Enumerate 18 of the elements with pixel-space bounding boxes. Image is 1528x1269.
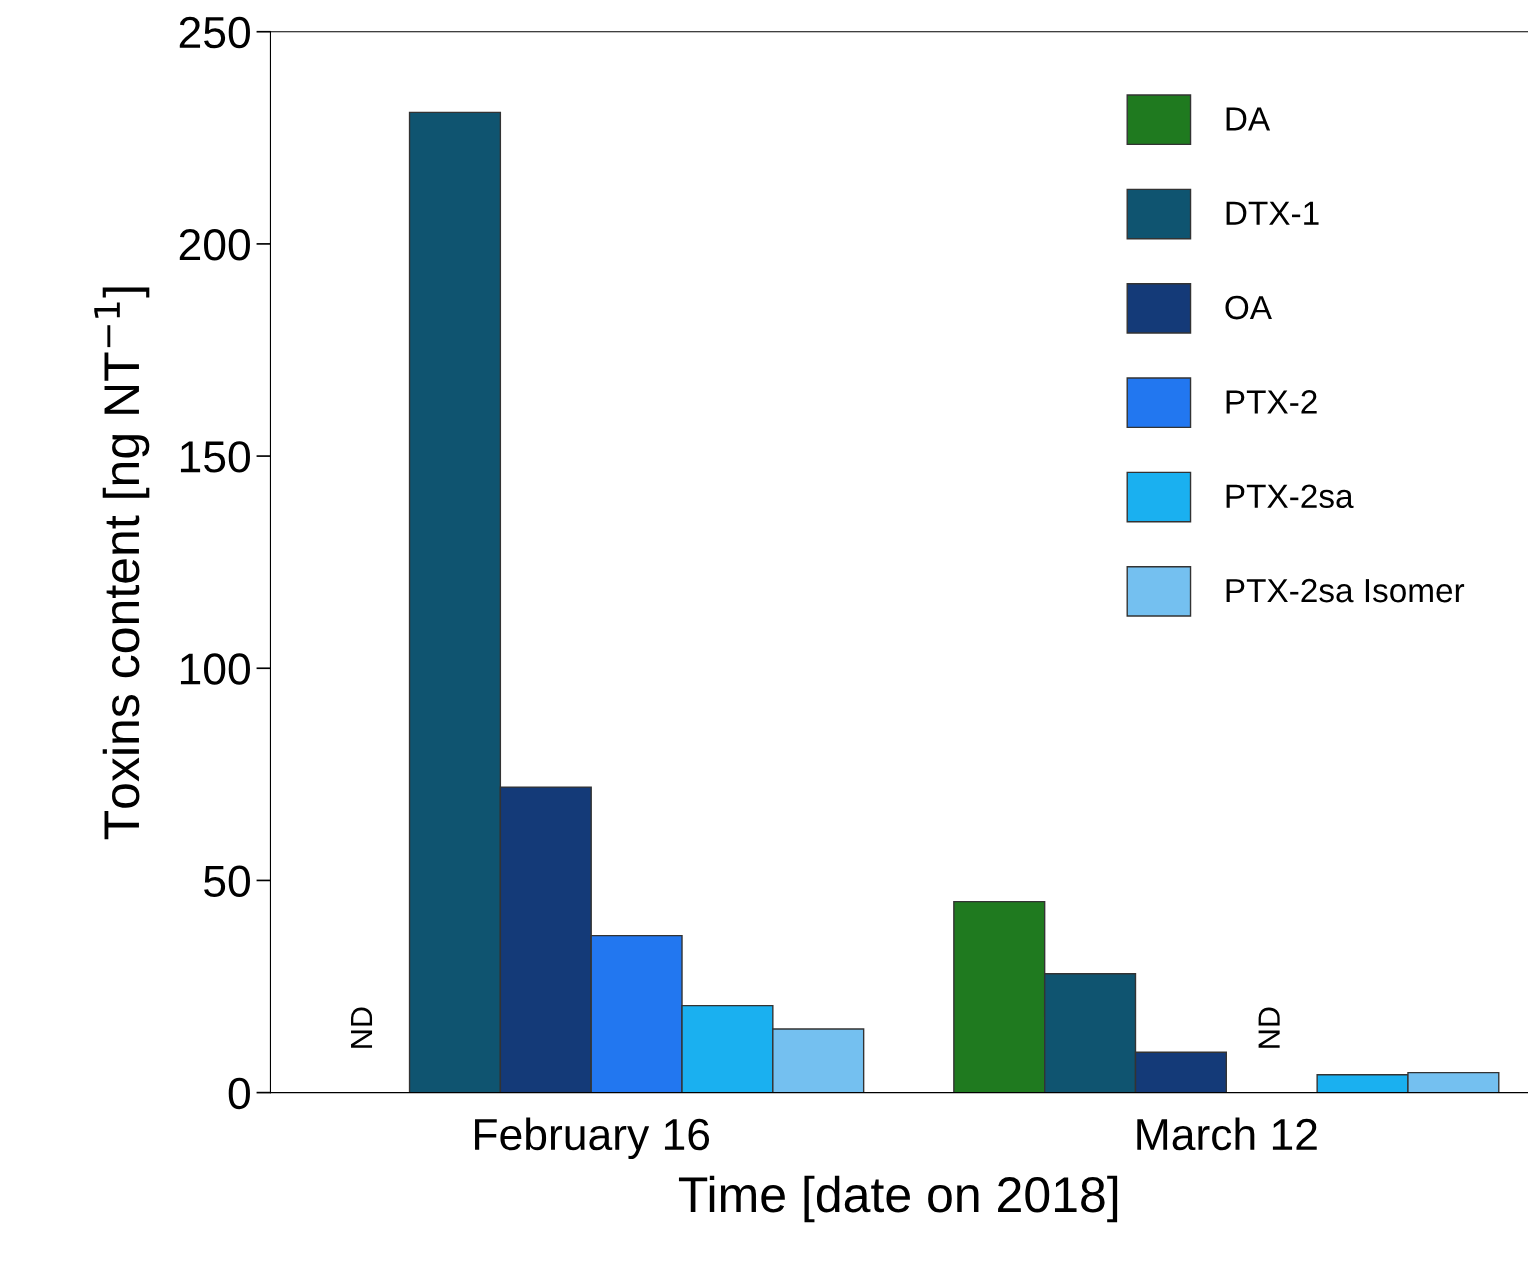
y-tick-label: 200 bbox=[179, 228, 250, 261]
y-tick-label: 100 bbox=[180, 653, 250, 685]
annotation: ND bbox=[351, 1007, 373, 1048]
x-axis-title: Time [date on 2018] bbox=[678, 1175, 1118, 1223]
legend-label: PTX-2sa Isomer bbox=[1226, 578, 1465, 603]
y-tick-label: 50 bbox=[204, 865, 250, 897]
annotation: ND bbox=[1258, 1007, 1280, 1048]
legend-label: PTX-2sa bbox=[1226, 484, 1354, 509]
y-axis-title: Toxins content [ng NT$^{−1}$] bbox=[94, 287, 150, 840]
y-tick-label: 0 bbox=[228, 1077, 250, 1110]
legend-label: DTX-1 bbox=[1226, 201, 1319, 225]
x-tick-label: February 16 bbox=[475, 1117, 710, 1160]
legend-label: PTX-2 bbox=[1226, 390, 1317, 414]
y-tick-label: 150 bbox=[180, 441, 250, 473]
legend-label: DA bbox=[1226, 107, 1271, 131]
legend-label: OA bbox=[1225, 295, 1272, 320]
x-tick-label: March 12 bbox=[1137, 1117, 1317, 1151]
y-tick-label: 250 bbox=[179, 16, 250, 49]
